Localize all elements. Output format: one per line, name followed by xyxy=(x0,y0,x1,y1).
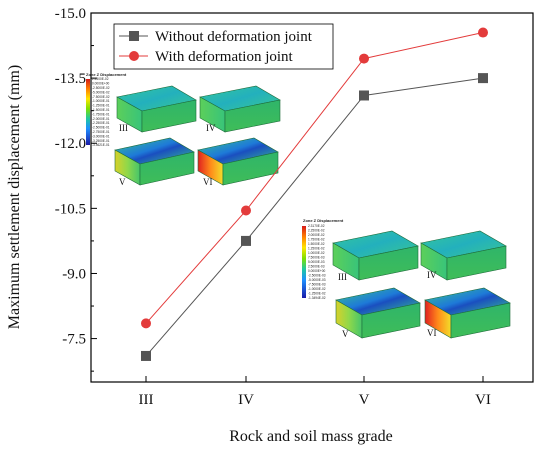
x-tick-label: IV xyxy=(238,392,254,408)
inset-colorbar-value: -3.2500E-01 xyxy=(92,139,110,143)
inset-upper-colorbar xyxy=(86,79,90,145)
box-label-VI-upper: VI xyxy=(203,177,213,187)
inset-colorbar-value: 1.2500E-02 xyxy=(308,247,325,251)
box-label-V-lower: V xyxy=(342,329,349,339)
legend-label-without: Without deformation joint xyxy=(155,29,313,45)
box-III-upper xyxy=(116,85,197,133)
data-point-circle xyxy=(478,27,488,38)
data-point-square xyxy=(141,350,151,361)
x-ticks: III IV V VI xyxy=(139,376,491,408)
y-tick-label: -12.0 xyxy=(55,136,86,152)
inset-lower-title: Zone Z Displacement xyxy=(303,218,344,223)
inset-colorbar-value: -7.5000E-02 xyxy=(92,95,110,99)
data-point-square xyxy=(241,235,251,246)
inset-colorbar-value: -2.5000E-03 xyxy=(308,274,326,278)
box-V-lower xyxy=(335,287,421,339)
inset-colorbar-value: -1.0000E-02 xyxy=(308,287,326,291)
inset-colorbar-value: 5.0000E-03 xyxy=(308,260,325,264)
inset-colorbar-value: 0.0000E+00 xyxy=(308,269,326,273)
x-tick-label: III xyxy=(139,392,154,408)
inset-lower-colorbar xyxy=(302,226,306,298)
y-tick-label: -15.0 xyxy=(55,6,86,22)
box-IV-lower xyxy=(420,230,507,281)
y-tick-label: -13.5 xyxy=(55,71,86,87)
box-IV-upper xyxy=(199,85,281,133)
inset-upper-title: Zone Z Displacement xyxy=(86,72,127,77)
inset-colorbar-value: 0.0000E+00 xyxy=(92,82,110,86)
box-label-III-upper: III xyxy=(119,123,128,133)
inset-colorbar-value: -3.4621E-01 xyxy=(92,143,110,147)
inset-colorbar-value: -1.7500E-01 xyxy=(92,112,110,116)
inset-upper-values: 2.4500E-020.0000E+00-2.5000E-02-5.0000E-… xyxy=(92,77,110,147)
inset-colorbar-value: 1.0000E-02 xyxy=(308,251,325,255)
box-label-IV-upper: IV xyxy=(206,123,216,133)
inset-colorbar-value: -7.5000E-03 xyxy=(308,283,326,287)
legend-label-with: With deformation joint xyxy=(155,49,294,65)
y-tick-label: -10.5 xyxy=(55,201,86,217)
inset-colorbar-value: -5.0000E-03 xyxy=(308,278,326,282)
inset-colorbar-value: -2.2500E-01 xyxy=(92,121,110,125)
y-tick-label: -7.5 xyxy=(62,332,86,348)
inset-colorbar-value: -1.5000E-01 xyxy=(92,108,110,112)
legend: Without deformation joint With deformati… xyxy=(113,23,334,70)
legend-marker-square xyxy=(129,31,139,41)
inset-colorbar-value: 1.5000E-02 xyxy=(308,242,325,246)
box-VI-upper xyxy=(197,137,279,186)
series-line xyxy=(145,32,484,324)
inset-colorbar-value: -1.3494E-02 xyxy=(308,296,326,300)
box-V-upper xyxy=(114,137,195,186)
series-line xyxy=(145,77,484,357)
inset-contour-upper: Zone Z Displacement 2.4500E-020.0000E+00… xyxy=(86,72,281,187)
inset-contour-lower: Zone Z Displacement 2.3170E-022.2500E-02… xyxy=(302,218,511,339)
inset-colorbar-value: 2.3170E-02 xyxy=(308,224,325,228)
inset-lower-values: 2.3170E-022.2500E-022.0000E-021.7500E-02… xyxy=(308,224,326,300)
data-point-circle xyxy=(141,318,151,329)
inset-colorbar-value: -3.0000E-01 xyxy=(92,134,110,138)
inset-colorbar-value: 7.5000E-03 xyxy=(308,256,325,260)
box-label-III-lower: III xyxy=(338,272,347,282)
inset-colorbar-value: 2.2500E-02 xyxy=(308,229,325,233)
series-layer xyxy=(141,27,488,361)
inset-colorbar-value: 2.5000E-03 xyxy=(308,265,325,269)
y-ticks: -15.0 -13.5 -12.0 -10.5 -9.0 -7.5 xyxy=(55,6,97,372)
inset-colorbar-value: -1.0000E-01 xyxy=(92,99,110,103)
box-VI-lower xyxy=(424,287,511,339)
inset-colorbar-value: -2.7500E-01 xyxy=(92,130,110,134)
inset-colorbar-value: -1.2500E-01 xyxy=(92,104,110,108)
y-axis-label: Maximum settlement displacement (mm) xyxy=(6,65,23,329)
data-point-circle xyxy=(241,205,251,216)
plot-frame xyxy=(90,12,534,383)
box-label-V-upper: V xyxy=(119,177,126,187)
inset-colorbar-value: -2.0000E-01 xyxy=(92,117,110,121)
inset-colorbar-value: -2.5000E-02 xyxy=(92,86,110,90)
legend-box xyxy=(113,23,334,70)
inset-colorbar-value: -1.2500E-02 xyxy=(308,292,326,296)
inset-colorbar-value: 2.0000E-02 xyxy=(308,233,325,237)
data-point-square xyxy=(478,73,488,84)
data-point-square xyxy=(359,90,369,101)
box-label-VI-lower: VI xyxy=(427,328,437,338)
x-tick-label: VI xyxy=(475,392,491,408)
inset-colorbar-value: 2.4500E-02 xyxy=(92,77,109,81)
data-point-circle xyxy=(359,53,369,64)
inset-colorbar-value: -5.0000E-02 xyxy=(92,90,110,94)
legend-marker-circle xyxy=(129,51,139,61)
box-III-lower xyxy=(332,230,419,281)
y-tick-label: -9.0 xyxy=(62,266,86,282)
inset-colorbar-value: -2.5000E-01 xyxy=(92,126,110,130)
box-label-IV-lower: IV xyxy=(427,270,437,280)
inset-colorbar-value: 1.7500E-02 xyxy=(308,238,325,242)
x-tick-label: V xyxy=(359,392,370,408)
x-axis-label: Rock and soil mass grade xyxy=(229,428,393,445)
